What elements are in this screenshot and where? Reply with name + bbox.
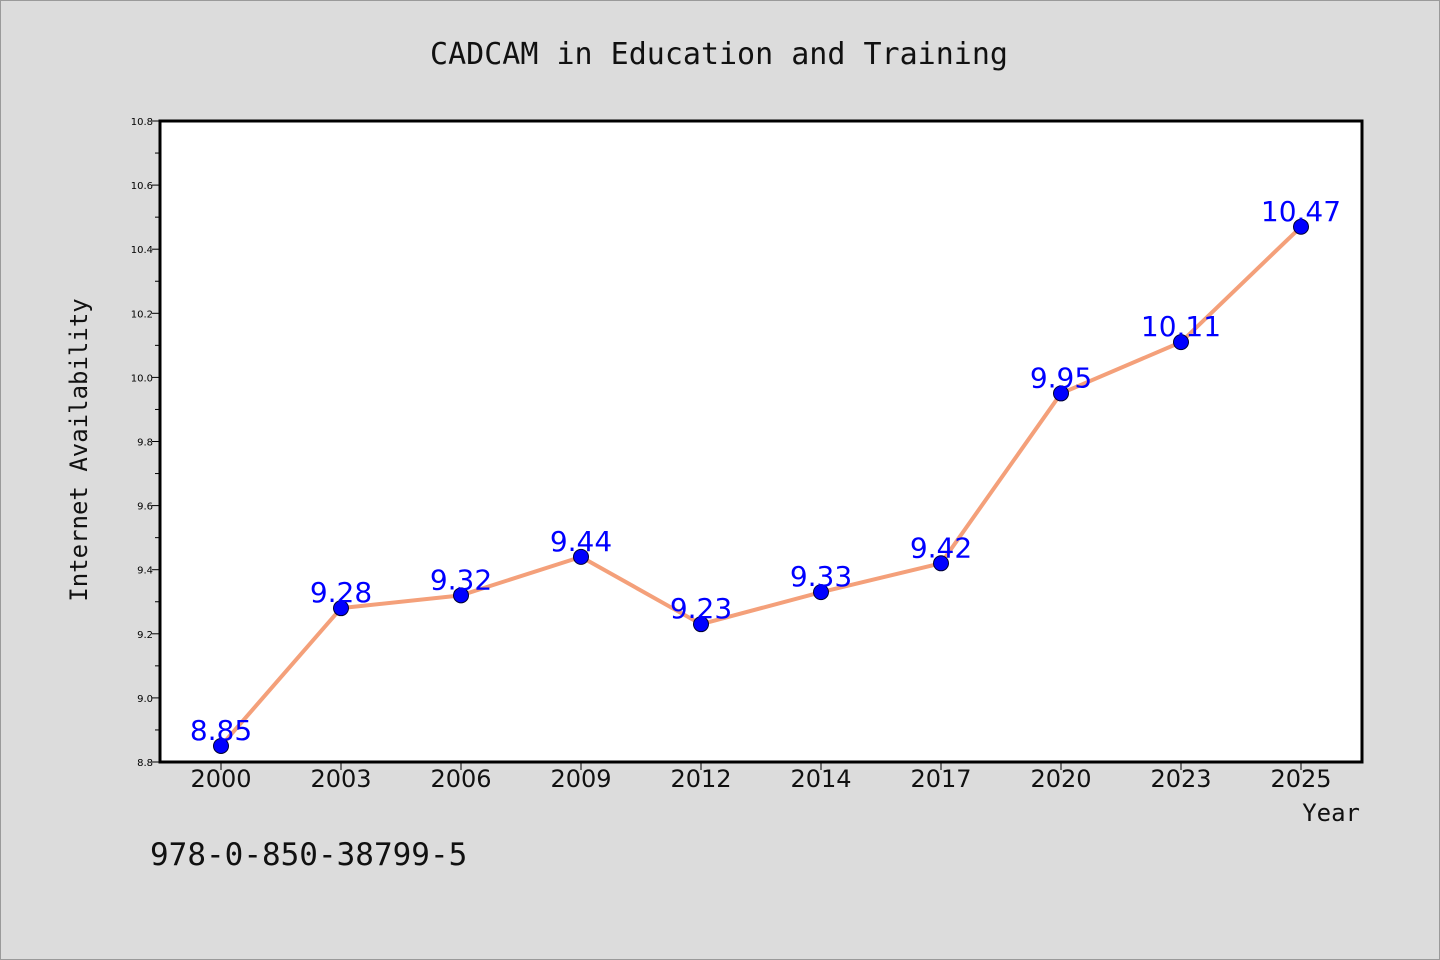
y-tick-label: 10.6 [131, 181, 153, 192]
data-point-marker [1053, 385, 1069, 402]
x-tick-label: 2017 [910, 765, 971, 793]
y-tick-label: 10.2 [131, 309, 153, 320]
x-tick-label: 2009 [550, 765, 611, 793]
data-point-marker [453, 587, 469, 604]
y-tick-label: 9.2 [137, 630, 153, 641]
x-tick-label: 2014 [790, 765, 851, 793]
x-axis: 2000 2003 2006 2009 2012 2014 2017 2020 2023 2025 [190, 762, 1332, 793]
x-tick-label: 2020 [1030, 765, 1091, 793]
data-point-marker [1293, 218, 1309, 235]
data-label: 9.33 [790, 560, 852, 593]
data-label: 9.44 [550, 525, 612, 558]
x-tick-label: 2003 [310, 765, 371, 793]
data-point-marker [573, 548, 589, 565]
data-point-marker [1173, 334, 1189, 351]
y-tick-label: 10.4 [131, 245, 153, 256]
x-tick-label: 2025 [1270, 765, 1331, 793]
data-point-marker [213, 737, 229, 754]
data-label: 9.95 [1030, 361, 1092, 394]
y-tick-label: 9.4 [137, 566, 153, 577]
data-label: 9.28 [310, 576, 372, 609]
series-layer: 8.85 9.28 9.32 9.44 9.23 9.33 9.42 9.95 10.11 10.… [190, 195, 1341, 754]
y-tick-label: 9.8 [137, 438, 153, 449]
plot-area [158, 119, 1364, 764]
data-label: 9.23 [670, 592, 732, 625]
data-point-marker [813, 584, 829, 601]
x-tick-label: 2006 [430, 765, 491, 793]
data-point-marker [693, 616, 709, 633]
y-tick-label: 8.8 [137, 758, 153, 769]
y-tick-label: 10.0 [131, 373, 153, 384]
series-line [219, 225, 1303, 748]
data-point-marker [933, 555, 949, 572]
y-axis-label: Internet Availability [65, 298, 93, 601]
y-axis: 8.8 9.0 9.2 9.4 9.6 9.8 10.0 10.2 10.4 10.6 10.8 [131, 117, 160, 769]
x-tick-label: 2000 [190, 765, 251, 793]
footer-id-text: 978-0-850-38799-5 [150, 837, 467, 873]
y-tick-label: 10.8 [131, 117, 153, 128]
data-label: 9.32 [430, 563, 492, 596]
y-tick-label: 9.6 [137, 502, 153, 513]
chart-title: CADCAM in Education and Training [430, 37, 1008, 72]
data-point-marker [333, 600, 349, 617]
y-tick-label: 9.0 [137, 694, 153, 705]
x-tick-label: 2012 [670, 765, 731, 793]
data-label: 10.11 [1141, 310, 1221, 343]
x-axis-label: Year [1302, 799, 1360, 827]
data-label: 10.47 [1261, 195, 1341, 228]
data-label: 8.85 [190, 714, 252, 747]
data-label: 9.42 [910, 531, 972, 564]
x-tick-label: 2023 [1150, 765, 1211, 793]
